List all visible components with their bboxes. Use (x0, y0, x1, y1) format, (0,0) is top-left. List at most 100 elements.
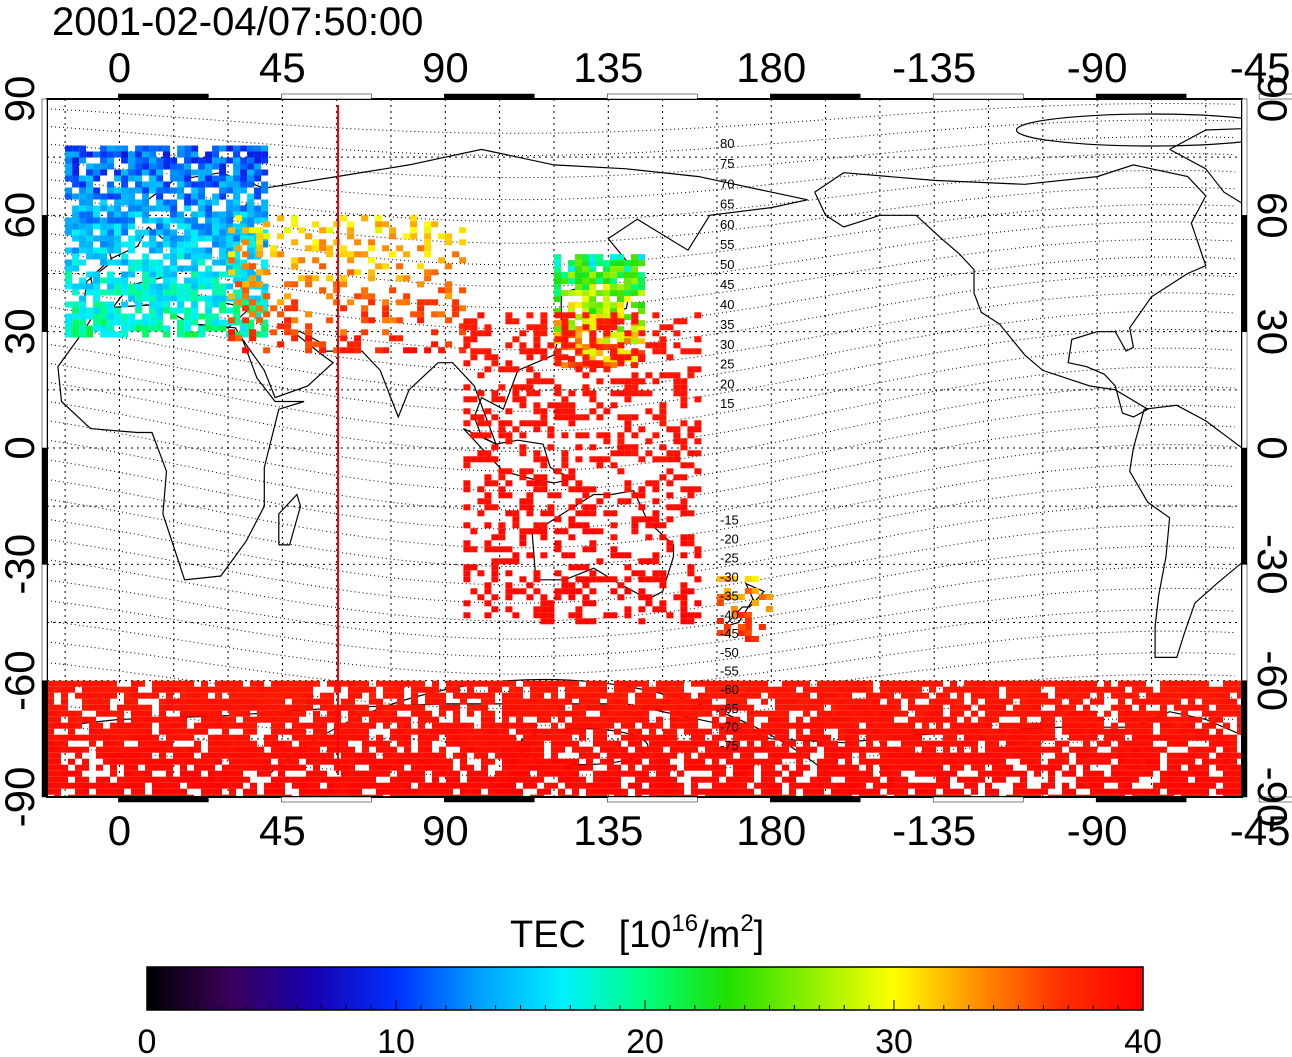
tec-cell (86, 247, 94, 254)
tec-cell (1139, 686, 1146, 693)
tec-cell (173, 722, 180, 729)
tec-cell (233, 259, 241, 266)
tec-cell (838, 716, 845, 723)
tec-cell (624, 420, 632, 427)
tec-cell (642, 776, 649, 783)
tec-cell (533, 576, 541, 583)
tec-cell (600, 704, 607, 711)
tec-cell (600, 782, 607, 789)
tec-cell (270, 251, 278, 258)
tec-cell (652, 606, 660, 613)
tec-cell (638, 320, 645, 327)
tec-cell (586, 758, 593, 765)
tec-cell (1181, 770, 1188, 777)
tec-cell (156, 193, 164, 200)
tec-cell (673, 330, 681, 337)
tec-cell (887, 788, 894, 795)
tec-cell (166, 758, 173, 765)
tec-cell (369, 764, 376, 771)
tec-cell (228, 329, 236, 336)
tec-cell (719, 770, 726, 777)
tec-cell (1181, 680, 1188, 687)
tec-cell (624, 396, 632, 403)
tec-cell (596, 576, 604, 583)
tec-cell (554, 594, 562, 601)
tec-cell (526, 504, 534, 511)
tec-cell (649, 782, 656, 789)
frame-tick-bottom (932, 796, 1024, 803)
tec-cell (481, 776, 488, 783)
tec-cell (831, 770, 838, 777)
tec-cell (957, 728, 964, 735)
tec-cell (540, 354, 548, 361)
tec-cell (306, 734, 313, 741)
tec-cell (512, 552, 520, 559)
tec-cell (156, 175, 164, 182)
tec-cell (149, 151, 157, 158)
tec-cell (985, 758, 992, 765)
tec-cell (163, 205, 171, 212)
tec-cell (424, 221, 432, 228)
tec-cell (222, 716, 229, 723)
tec-cell (579, 686, 586, 693)
tec-cell (673, 378, 681, 385)
tec-cell (1020, 740, 1027, 747)
tec-cell (149, 313, 157, 320)
tec-cell (642, 710, 649, 717)
tec-cell (579, 710, 586, 717)
tec-cell (537, 746, 544, 753)
tec-cell (705, 686, 712, 693)
tec-cell (845, 770, 852, 777)
tec-cell (313, 716, 320, 723)
tec-cell (382, 299, 390, 306)
tec-cell (114, 199, 122, 206)
tec-cell (138, 710, 145, 717)
tec-cell (242, 305, 250, 312)
tec-cell (361, 311, 369, 318)
tec-cell (257, 710, 264, 717)
tec-cell (327, 692, 334, 699)
tec-cell (86, 241, 94, 248)
tec-cell (1027, 758, 1034, 765)
tec-cell (261, 169, 269, 176)
tec-cell (184, 265, 192, 272)
tec-cell (333, 299, 341, 306)
tec-cell (638, 278, 645, 285)
tec-cell (243, 746, 250, 753)
tec-cell (93, 163, 101, 170)
tec-cell (235, 335, 243, 342)
tec-cell (1083, 686, 1090, 693)
magnetic-pole-oval-north (1015, 113, 1242, 147)
tec-cell (463, 570, 471, 577)
north-america-coastline (814, 164, 1207, 418)
tec-cell (817, 710, 824, 717)
tec-cell (544, 764, 551, 771)
tec-cell (173, 788, 180, 795)
tec-cell (652, 432, 660, 439)
tec-cell (1209, 686, 1216, 693)
tec-cell (271, 704, 278, 711)
tec-cell (971, 764, 978, 771)
tec-cell (950, 770, 957, 777)
tec-cell (1230, 740, 1237, 747)
tec-cell (523, 746, 530, 753)
tec-cell (1216, 788, 1223, 795)
tec-cell (263, 233, 271, 240)
tec-cell (418, 788, 425, 795)
tec-cell (544, 782, 551, 789)
tec-cell (1160, 746, 1167, 753)
tec-cell (523, 764, 530, 771)
tec-cell (1034, 788, 1041, 795)
tec-cell (100, 217, 108, 224)
tec-cell (603, 576, 611, 583)
tec-cell (638, 486, 646, 493)
tec-cell (737, 630, 745, 636)
tec-cell (589, 546, 597, 553)
tec-cell (761, 686, 768, 693)
tec-cell (166, 692, 173, 699)
tec-cell (135, 169, 143, 176)
tec-cell (212, 223, 220, 230)
tec-cell (817, 698, 824, 705)
tec-cell (554, 354, 562, 361)
